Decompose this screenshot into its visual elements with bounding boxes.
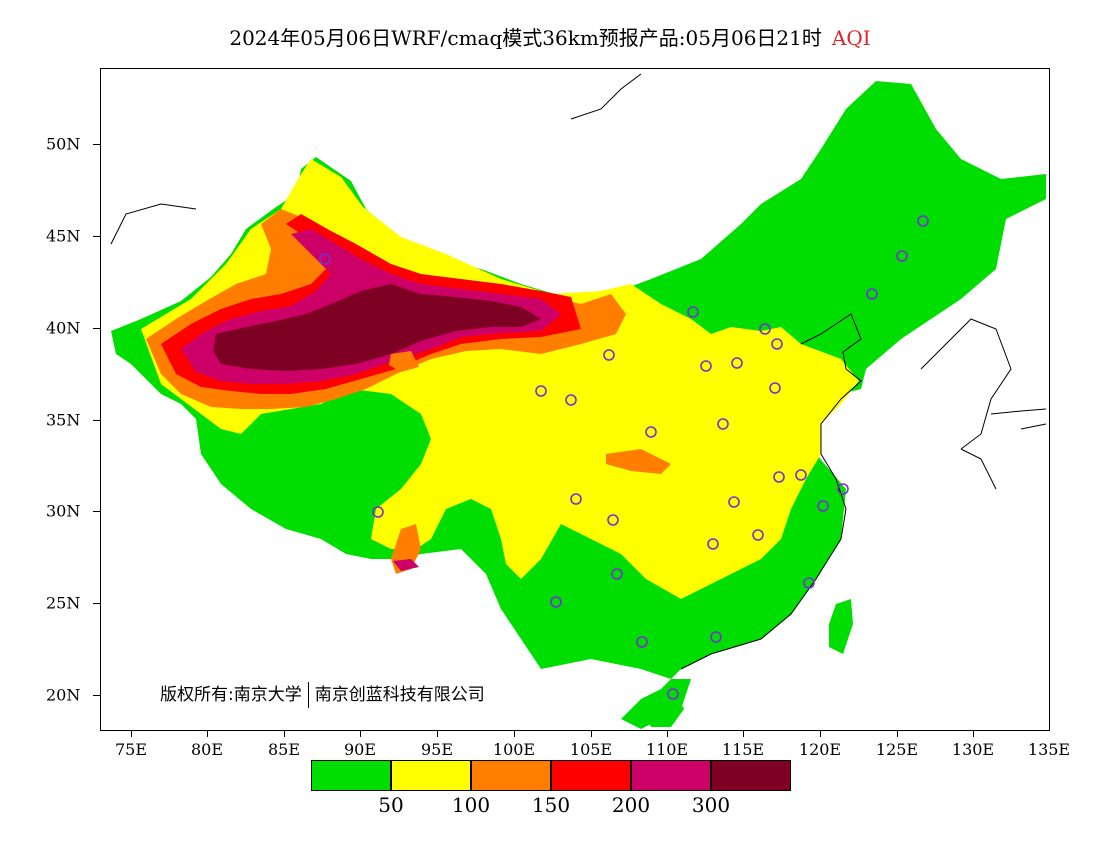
copyright-right: 南京创蓝科技有限公司 xyxy=(314,685,485,705)
x-tick-label: 95E xyxy=(420,740,454,759)
aqi-map xyxy=(110,73,1047,729)
y-tick-mark xyxy=(93,695,100,696)
y-tick-label: 20N xyxy=(46,685,81,705)
legend-swatch-good xyxy=(311,760,391,791)
map-title: 2024年05月06日WRF/cmaq模式36km预报产品:05月06日21时 A… xyxy=(0,22,1100,51)
x-tick-label: 115E xyxy=(721,740,765,759)
y-tick-label: 25N xyxy=(46,593,81,613)
x-tick-label: 135E xyxy=(1027,740,1071,759)
x-tick-mark xyxy=(207,731,208,737)
x-tick-mark xyxy=(897,731,898,737)
legend-swatch-hazardous xyxy=(711,760,791,791)
copyright-left: 版权所有:南京大学 xyxy=(160,685,302,705)
y-tick-mark xyxy=(93,144,100,145)
legend-label: 200 xyxy=(611,793,651,817)
legend-swatch-very-unhealthy xyxy=(631,760,711,791)
x-tick-label: 120E xyxy=(798,740,842,759)
x-tick-label: 125E xyxy=(875,740,919,759)
y-tick-label: 30N xyxy=(46,501,81,521)
y-tick-label: 35N xyxy=(46,410,81,430)
x-tick-mark xyxy=(820,731,821,737)
aqi-label: AQI xyxy=(831,26,871,50)
y-tick-label: 40N xyxy=(46,318,81,338)
x-tick-label: 75E xyxy=(114,740,148,759)
x-tick-label: 85E xyxy=(267,740,301,759)
coastline xyxy=(680,313,862,670)
map-frame xyxy=(100,68,1050,731)
legend-label: 50 xyxy=(378,793,404,817)
y-tick-mark xyxy=(93,511,100,512)
legend-swatch-usg xyxy=(471,760,551,791)
border-neighbors-north xyxy=(110,73,1012,450)
x-tick-mark xyxy=(284,731,285,737)
x-tick-mark xyxy=(131,731,132,737)
legend-label: 100 xyxy=(451,793,491,817)
x-tick-mark xyxy=(514,731,515,737)
region-usg-blob-sichuan xyxy=(606,449,671,474)
x-tick-label: 80E xyxy=(190,740,224,759)
station-markers xyxy=(319,215,929,700)
x-tick-label: 100E xyxy=(492,740,536,759)
copyright-divider xyxy=(307,682,309,708)
island-taiwan xyxy=(829,599,853,654)
x-tick-mark xyxy=(437,731,438,737)
x-tick-mark xyxy=(667,731,668,737)
legend-label: 300 xyxy=(691,793,731,817)
x-tick-label: 105E xyxy=(569,740,613,759)
region-usg-blob-north xyxy=(389,351,419,372)
x-tick-label: 110E xyxy=(645,740,689,759)
copyright-note: 版权所有:南京大学 南京创蓝科技有限公司 xyxy=(160,680,485,708)
x-tick-mark xyxy=(360,731,361,737)
region-hazardous xyxy=(213,284,541,371)
x-tick-label: 90E xyxy=(343,740,377,759)
x-tick-mark xyxy=(743,731,744,737)
y-tick-label: 45N xyxy=(46,226,81,246)
legend-label: 150 xyxy=(531,793,571,817)
x-tick-mark xyxy=(591,731,592,737)
title-text: 2024年05月06日WRF/cmaq模式36km预报产品:05月06日21时 xyxy=(229,26,822,50)
y-tick-mark xyxy=(93,420,100,421)
x-tick-mark xyxy=(973,731,974,737)
y-tick-mark xyxy=(93,236,100,237)
region-very-unhealthy-blob xyxy=(393,559,419,571)
y-tick-label: 50N xyxy=(46,134,81,154)
y-tick-mark xyxy=(93,603,100,604)
island-hainan xyxy=(646,694,684,727)
legend-swatch-unhealthy xyxy=(551,760,631,791)
border-korea-japan xyxy=(960,408,1047,490)
x-tick-label: 130E xyxy=(951,740,995,759)
legend-swatch-moderate xyxy=(391,760,471,791)
y-tick-mark xyxy=(93,328,100,329)
